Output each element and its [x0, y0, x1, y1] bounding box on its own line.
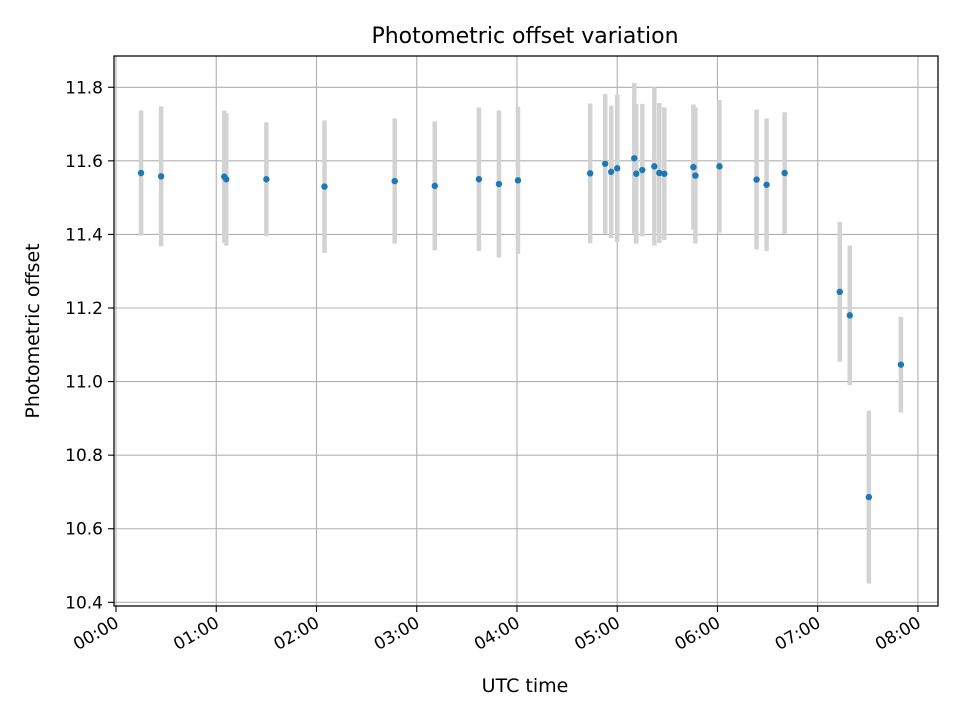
data-point — [656, 169, 663, 177]
data-point — [157, 173, 165, 180]
data-point — [651, 163, 658, 170]
grid — [114, 56, 938, 606]
y-axis-ticks: 10.4 10.6 10.8 11.0 11.2 11.4 11.6 11.8 — [65, 78, 114, 613]
data-points — [137, 155, 905, 501]
data-point — [631, 155, 638, 162]
data-point — [614, 165, 621, 172]
data-point — [661, 170, 668, 177]
data-point — [763, 181, 770, 188]
data-point — [781, 169, 788, 177]
data-point — [263, 176, 270, 183]
data-point — [223, 176, 230, 183]
data-point — [601, 160, 609, 167]
data-point — [690, 163, 697, 171]
data-point — [865, 493, 873, 501]
data-point — [633, 170, 640, 177]
y-tick-label: 11.0 — [65, 373, 103, 393]
data-point — [495, 180, 503, 188]
y-tick-label: 10.8 — [65, 446, 103, 466]
data-point — [836, 288, 843, 296]
data-point — [431, 182, 438, 190]
data-point — [753, 176, 760, 183]
data-point — [391, 177, 398, 185]
y-tick-label: 11.2 — [65, 299, 103, 319]
y-tick-label: 11.4 — [65, 225, 103, 245]
data-point — [137, 169, 145, 177]
y-axis-label: Photometric offset — [22, 243, 44, 418]
data-point — [716, 163, 723, 170]
data-point — [639, 166, 646, 174]
y-tick-label: 11.6 — [65, 152, 103, 172]
plot-area-frame — [113, 55, 939, 607]
data-point — [321, 183, 328, 190]
y-tick-label: 10.6 — [65, 520, 103, 540]
y-tick-label: 10.4 — [65, 593, 103, 613]
x-axis-label: UTC time — [482, 675, 569, 697]
data-point — [897, 361, 905, 368]
data-point — [514, 177, 522, 184]
data-point — [846, 312, 853, 319]
data-point — [475, 176, 483, 183]
data-point — [692, 172, 699, 179]
chart-title: Photometric offset variation — [371, 24, 678, 49]
data-point — [586, 170, 594, 177]
y-tick-label: 11.8 — [65, 78, 103, 98]
data-point — [608, 168, 615, 176]
